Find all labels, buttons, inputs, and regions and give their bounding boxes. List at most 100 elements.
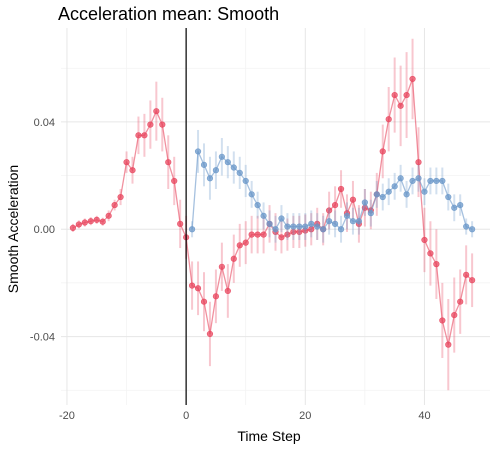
data-point [111,201,118,209]
data-point [439,177,446,185]
data-point [361,199,368,206]
data-point [421,188,428,195]
data-point [242,177,249,185]
data-point [379,193,386,201]
x-tick-label: 40 [418,410,430,422]
data-point [457,298,464,305]
tick-layer: -20 0 20 40 -0.04 0.00 0.04 [30,117,431,422]
data-point [177,220,184,227]
data-point [385,188,392,195]
data-point [218,153,225,160]
y-tick-label: 0.00 [34,224,55,236]
data-point [212,293,220,300]
data-point [433,177,440,185]
x-axis-title: Time Step [237,428,300,444]
data-point [212,167,220,174]
data-point [171,177,178,185]
data-point [451,312,458,319]
data-point [278,234,285,241]
data-point [337,226,345,233]
chart-title: Acceleration mean: Smooth [58,4,280,24]
data-point [349,218,357,225]
data-point [337,185,345,193]
data-point [194,285,202,292]
data-point [284,223,291,230]
data-point [123,159,130,166]
data-point [141,132,148,139]
data-point [326,218,333,225]
data-point [272,226,279,233]
data-point [463,223,470,230]
data-point [188,226,196,233]
data-point [415,159,422,166]
data-point [349,196,357,203]
data-point [391,183,398,190]
data-point [355,218,363,225]
data-point [254,231,261,238]
data-point [159,121,166,128]
data-point [290,223,297,230]
data-point [469,226,476,233]
data-point [302,223,309,230]
data-point [254,201,261,209]
data-point [224,159,231,166]
data-point [385,116,392,123]
data-point [260,231,267,238]
data-point [218,263,225,270]
data-point [403,191,410,198]
data-point [69,224,77,232]
data-point [284,231,291,238]
data-point [373,191,380,198]
series-1 [188,129,476,243]
data-point [266,220,273,227]
data-point [153,108,160,115]
data-point [206,175,214,182]
data-point [81,219,88,226]
data-point [379,148,386,155]
data-point [308,220,315,227]
data-point [433,261,440,268]
data-point [320,226,327,233]
data-point [278,215,285,222]
data-point [331,220,339,227]
data-point [236,169,243,176]
data-point [326,207,333,214]
data-point [314,223,321,230]
data-point [421,236,428,244]
data-point [93,216,100,223]
data-point [296,223,303,230]
data-point [463,271,470,278]
data-point [248,231,255,238]
data-point [391,91,398,99]
series-layer [69,38,476,391]
data-point [200,298,208,305]
data-point [403,91,410,99]
data-point [409,177,416,185]
data-point [87,218,94,225]
data-point [415,175,422,182]
data-point [165,159,172,166]
data-point [230,164,237,171]
y-tick-label: 0.04 [34,117,55,129]
data-point [188,282,196,289]
data-point [75,221,82,228]
x-tick-label: 0 [183,410,189,422]
data-point [135,132,142,139]
data-point [445,193,452,201]
series-0 [69,38,476,391]
y-tick-label: -0.04 [30,332,55,344]
data-point [469,277,476,284]
data-point [367,210,374,217]
data-point [397,175,404,182]
data-point [397,102,404,109]
data-point [427,177,434,185]
data-point [439,317,446,324]
data-point [200,161,208,168]
data-point [206,330,214,337]
data-point [409,75,416,83]
data-point [129,167,136,174]
data-point [224,287,231,295]
data-point [260,212,267,219]
